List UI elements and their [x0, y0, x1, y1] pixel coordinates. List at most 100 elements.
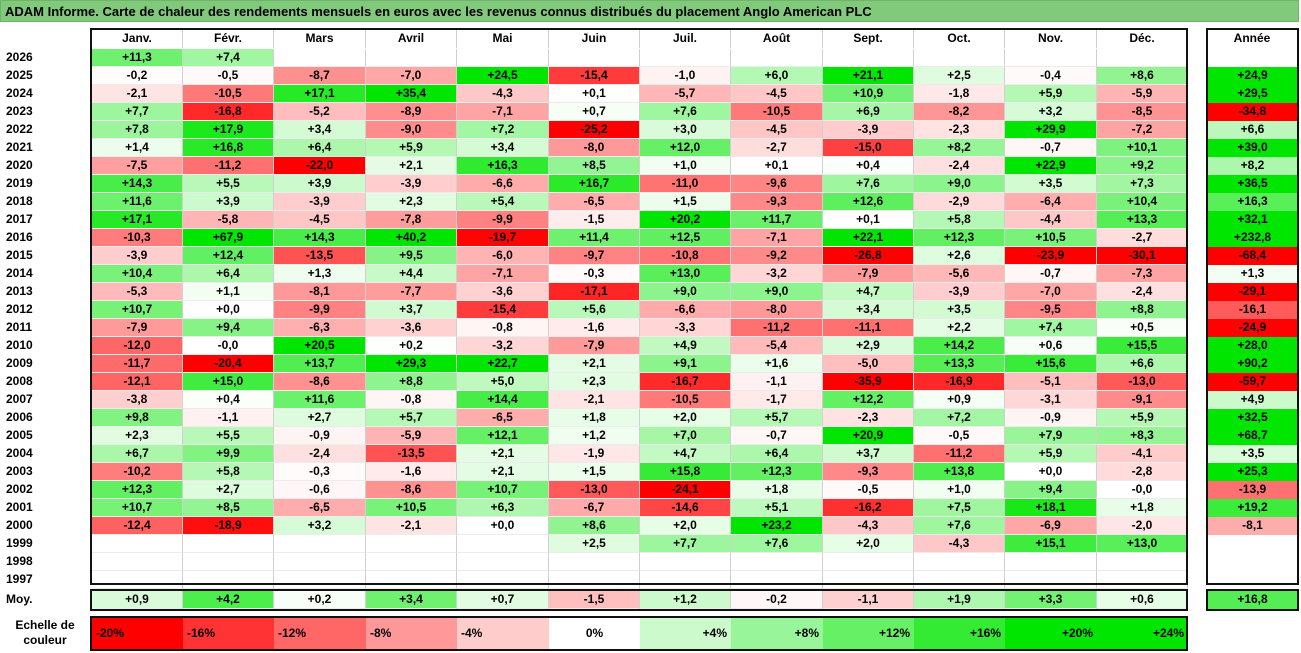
heatmap-cell: +5,8	[183, 463, 274, 481]
heatmap-cell: +15,8	[640, 463, 731, 481]
heatmap-cell: +2,7	[183, 481, 274, 499]
heatmap-cell: -13,5	[366, 445, 457, 463]
heatmap-cell: +5,9	[1005, 85, 1097, 103]
heatmap-cell: +22,9	[1005, 157, 1097, 175]
color-scale-swatch: +8%	[731, 617, 823, 649]
year-label: 2008	[6, 374, 33, 388]
heatmap-cell: -2,4	[274, 445, 366, 463]
heatmap-cell: +22,1	[823, 229, 914, 247]
heatmap-cell: -2,7	[1097, 229, 1188, 247]
heatmap-cell: +18,1	[1005, 499, 1097, 517]
heatmap-cell: +2,5	[914, 67, 1005, 85]
heatmap-cell: +10,4	[92, 265, 183, 283]
heatmap-cell: -15,4	[549, 67, 640, 85]
color-scale-swatch: -12%	[274, 617, 366, 649]
heatmap-cell: -14,6	[640, 499, 731, 517]
heatmap-cell: -1,0	[640, 67, 731, 85]
heatmap-cell: +7,7	[640, 535, 731, 553]
heatmap-cell: +21,1	[823, 67, 914, 85]
heatmap-cell: +13,3	[1097, 211, 1188, 229]
heatmap-cell: +17,1	[92, 211, 183, 229]
year-label: 2011	[6, 320, 33, 334]
year-label: 2012	[6, 302, 33, 316]
month-header: Oct.	[914, 30, 1005, 48]
heatmap-cell: +8,8	[1097, 301, 1188, 319]
heatmap-cell: -10,5	[731, 103, 823, 121]
heatmap-cell: -9,9	[457, 211, 549, 229]
heatmap-cell: +1,3	[274, 265, 366, 283]
heatmap-cell: -12,1	[92, 373, 183, 391]
year-label: 2024	[6, 86, 33, 100]
heatmap-cell: -8,9	[366, 103, 457, 121]
annual-cell: +6,6	[1207, 121, 1298, 139]
annual-cell	[1207, 553, 1298, 571]
heatmap-cell: -5,7	[640, 85, 731, 103]
heatmap-cell: +2,7	[274, 409, 366, 427]
heatmap-cell: -6,5	[457, 409, 549, 427]
heatmap-cell: -0,4	[1005, 67, 1097, 85]
heatmap-cell: -5,2	[274, 103, 366, 121]
heatmap-cell: -9,5	[1005, 301, 1097, 319]
heatmap-cell: +29,3	[366, 355, 457, 373]
heatmap-cell: -6,6	[640, 301, 731, 319]
heatmap-cell: +7,6	[914, 517, 1005, 535]
heatmap-cell: -7,2	[1097, 121, 1188, 139]
average-cell: +0,6	[1097, 591, 1188, 609]
heatmap-cell	[366, 535, 457, 553]
color-scale-swatch: +4%	[640, 617, 731, 649]
heatmap-cell	[92, 553, 183, 571]
year-label: 2007	[6, 392, 33, 406]
heatmap-cell	[366, 49, 457, 67]
annual-cell: +32,5	[1207, 409, 1298, 427]
annual-cell: +24,9	[1207, 67, 1298, 85]
heatmap-cell: -35,9	[823, 373, 914, 391]
heatmap-cell: +5,9	[366, 139, 457, 157]
heatmap-cell: +3,0	[640, 121, 731, 139]
average-cell: +1,9	[914, 591, 1005, 609]
average-cell: -1,1	[823, 591, 914, 609]
heatmap-cell: +14,3	[92, 175, 183, 193]
heatmap-cell: -3,6	[457, 283, 549, 301]
heatmap-cell: +3,4	[457, 139, 549, 157]
heatmap-cell: -4,5	[731, 121, 823, 139]
heatmap-cell	[549, 571, 640, 589]
heatmap-cell	[914, 553, 1005, 571]
heatmap-cell: -2,3	[823, 409, 914, 427]
average-cell: -0,2	[731, 591, 823, 609]
heatmap-cell: +11,7	[731, 211, 823, 229]
heatmap-cell: -0,8	[366, 391, 457, 409]
heatmap-cell: +0,5	[1097, 319, 1188, 337]
heatmap-cell: -6,0	[457, 247, 549, 265]
annual-cell: +8,2	[1207, 157, 1298, 175]
heatmap-cell: +5,9	[1097, 409, 1188, 427]
average-cell: +0,9	[92, 591, 183, 609]
annual-cell: +39,0	[1207, 139, 1298, 157]
heatmap-cell: -3,3	[640, 319, 731, 337]
heatmap-cell	[549, 553, 640, 571]
heatmap-cell: -2,4	[914, 157, 1005, 175]
heatmap-cell: +40,2	[366, 229, 457, 247]
year-label: 1999	[6, 536, 33, 550]
heatmap-cell: -4,3	[914, 535, 1005, 553]
heatmap-cell: +7,0	[640, 427, 731, 445]
heatmap-cell: -1,8	[914, 85, 1005, 103]
heatmap-cell: +0,1	[549, 85, 640, 103]
heatmap-cell	[731, 553, 823, 571]
year-label: 2002	[6, 482, 33, 496]
heatmap-cell: -10,8	[640, 247, 731, 265]
heatmap-cell: -2,9	[914, 193, 1005, 211]
heatmap-cell: -4,3	[823, 517, 914, 535]
heatmap-cell: -6,7	[549, 499, 640, 517]
heatmap-cell: -1,1	[731, 373, 823, 391]
heatmap-cell: -6,6	[457, 175, 549, 193]
heatmap-cell: -15,0	[823, 139, 914, 157]
heatmap-cell: -3,9	[92, 247, 183, 265]
heatmap-cell: -11,2	[914, 445, 1005, 463]
heatmap-cell: +3,7	[823, 445, 914, 463]
heatmap-cell: -13,0	[1097, 373, 1188, 391]
heatmap-cell: +24,5	[457, 67, 549, 85]
heatmap-cell: +6,6	[1097, 355, 1188, 373]
heatmap-cell: -3,2	[731, 265, 823, 283]
heatmap-cell: -0,9	[1005, 409, 1097, 427]
heatmap-cell: -5,6	[914, 265, 1005, 283]
